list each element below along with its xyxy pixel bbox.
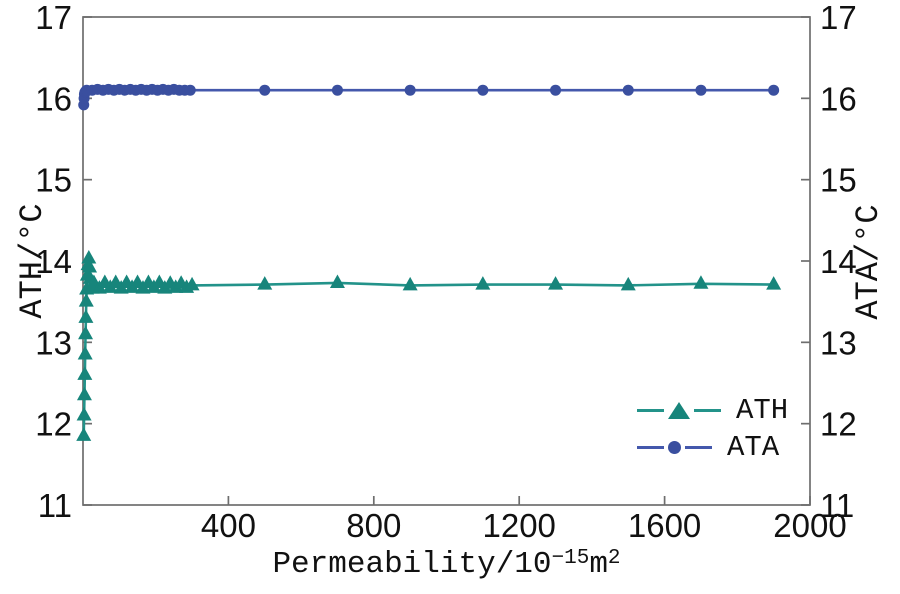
triangle-marker — [77, 346, 93, 360]
y-right-tick-label: 15 — [820, 162, 857, 199]
circle-marker — [695, 84, 707, 96]
triangle-marker-icon — [668, 402, 690, 419]
circle-marker — [184, 84, 196, 96]
x-axis-label-text: Permeability/10 — [272, 547, 552, 582]
legend-label-ath: ATH — [736, 394, 789, 427]
circle-marker — [477, 84, 489, 96]
y-right-tick-label: 12 — [820, 406, 857, 443]
y-right-tick-label: 11 — [820, 487, 854, 524]
y-left-tick-label: 15 — [35, 162, 72, 199]
triangle-marker — [402, 276, 418, 291]
x-axis-label-exponent: −15 — [551, 546, 590, 570]
y-left-tick-label: 12 — [35, 406, 72, 443]
legend-line-segment — [694, 409, 721, 412]
y-axis-label-left: ATH/°C — [14, 203, 51, 319]
legend-line-segment — [637, 409, 664, 412]
x-axis-label: Permeability/10−15m2 — [83, 547, 810, 582]
triangle-marker — [77, 366, 93, 380]
x-tick-label: 1200 — [482, 507, 555, 544]
circle-marker — [768, 84, 780, 96]
triangle-marker — [329, 274, 345, 288]
circle-marker — [259, 84, 271, 96]
triangle-marker — [76, 407, 92, 421]
triangle-marker — [82, 259, 98, 273]
circle-marker — [622, 84, 634, 96]
y-right-tick-label: 13 — [820, 324, 857, 361]
triangle-marker — [76, 386, 92, 401]
triangle-marker — [78, 293, 94, 307]
triangle-marker — [766, 276, 782, 290]
y-left-tick-label: 16 — [35, 80, 72, 117]
y-left-tick-label: 17 — [35, 0, 72, 36]
x-axis-label-unit-exponent: 2 — [607, 546, 621, 570]
y-right-tick-label: 16 — [820, 80, 857, 117]
triangle-marker — [78, 325, 94, 340]
legend: ATH ATA — [637, 392, 788, 466]
triangle-marker — [693, 275, 709, 289]
legend-line-segment — [637, 446, 664, 449]
x-tick-label: 800 — [346, 507, 401, 544]
legend-item-ata: ATA — [637, 429, 788, 466]
circle-marker — [331, 84, 343, 96]
triangle-marker — [184, 276, 200, 291]
y-axis-label-right: ATA/°C — [850, 204, 887, 320]
triangle-marker — [257, 276, 273, 290]
y-right-tick-label: 14 — [820, 243, 857, 280]
circle-marker-icon — [668, 441, 681, 454]
triangle-marker — [620, 276, 636, 291]
triangle-marker — [81, 250, 97, 264]
legend-label-ata: ATA — [727, 431, 780, 464]
x-axis-label-unit: m — [589, 547, 608, 582]
y-left-tick-label: 13 — [35, 324, 72, 361]
triangle-marker — [548, 276, 564, 290]
triangle-marker — [78, 309, 94, 323]
y-right-tick-label: 17 — [820, 0, 857, 36]
circle-marker — [550, 84, 562, 96]
x-tick-label: 400 — [201, 507, 256, 544]
x-tick-label: 1600 — [628, 507, 701, 544]
y-left-tick-label: 14 — [35, 243, 72, 280]
legend-line-segment — [685, 446, 712, 449]
legend-item-ath: ATH — [637, 392, 788, 429]
y-left-tick-label: 11 — [38, 487, 72, 524]
circle-marker — [404, 84, 416, 96]
x-tick-label: 2000 — [773, 507, 846, 544]
triangle-marker — [76, 427, 92, 441]
triangle-marker — [475, 276, 491, 290]
